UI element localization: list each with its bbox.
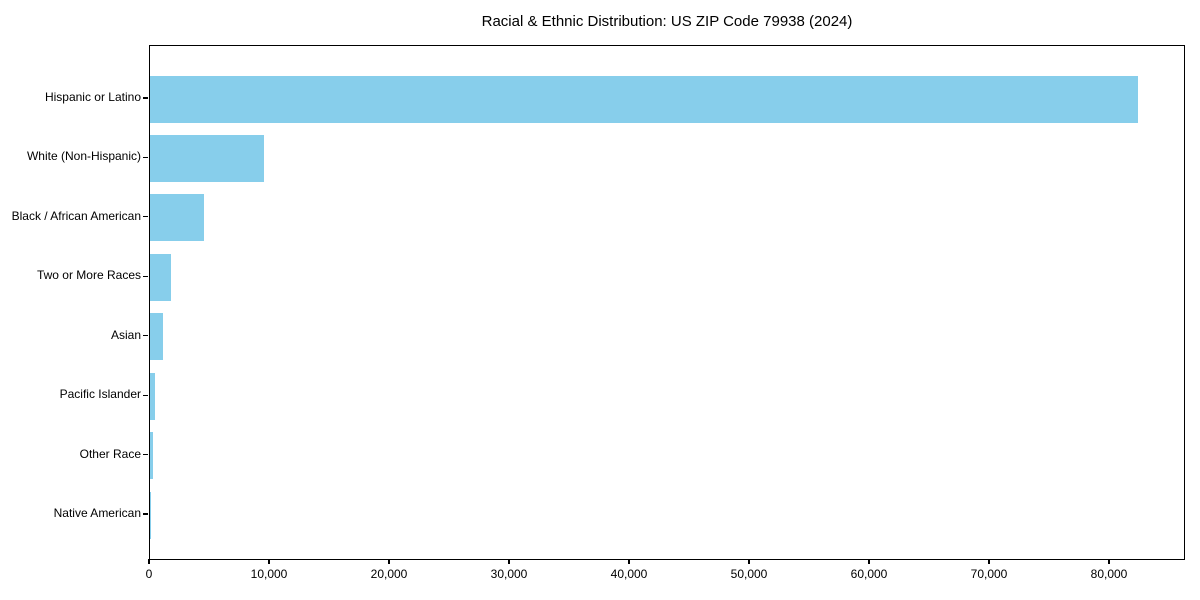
- plot-area: [149, 45, 1185, 560]
- x-tick-mark: [508, 559, 510, 564]
- y-tick-mark: [143, 513, 148, 515]
- bar-black-african-american: [150, 194, 204, 242]
- y-tick-label: Hispanic or Latino: [44, 90, 141, 104]
- y-tick-label: Asian: [110, 327, 141, 342]
- y-tick-mark: [143, 156, 148, 159]
- x-tick-label: 20,000: [370, 567, 408, 581]
- y-tick-label: Native American: [53, 506, 141, 520]
- x-tick-mark: [988, 559, 990, 564]
- bar-white-non-hispanic: [150, 134, 264, 182]
- x-tick-mark: [1108, 559, 1110, 564]
- bar-pacific-islander: [150, 372, 155, 420]
- x-tick-mark: [148, 559, 150, 564]
- y-tick-label: Pacific Islander: [59, 387, 141, 402]
- x-tick-mark: [748, 559, 750, 564]
- x-tick-label: 60,000: [850, 567, 888, 581]
- bar-asian: [150, 313, 163, 361]
- y-tick-mark: [143, 335, 148, 337]
- y-tick-label: Other Race: [79, 446, 141, 461]
- x-tick-mark: [628, 559, 630, 564]
- x-tick-label: 50,000: [730, 567, 768, 581]
- chart-title: Racial & Ethnic Distribution: US ZIP Cod…: [481, 13, 853, 30]
- bar-other-race: [150, 432, 153, 480]
- x-tick-mark: [388, 559, 390, 564]
- x-tick-mark: [868, 559, 870, 564]
- x-tick-mark: [268, 559, 270, 564]
- x-tick-label: 70,000: [970, 567, 1008, 581]
- y-tick-label: Black / African American: [11, 208, 141, 223]
- y-tick-label: White (Non-Hispanic): [26, 149, 141, 164]
- y-tick-mark: [143, 97, 148, 99]
- y-tick-mark: [143, 394, 148, 396]
- bar-hispanic-or-latino: [150, 75, 1138, 123]
- bar-native-american: [150, 491, 151, 539]
- y-tick-mark: [143, 216, 148, 218]
- y-tick-mark: [143, 453, 148, 456]
- x-tick-label: 40,000: [610, 567, 648, 581]
- x-tick-label: 30,000: [490, 567, 528, 581]
- x-tick-label: 0: [145, 567, 153, 581]
- x-tick-label: 10,000: [250, 567, 288, 581]
- y-tick-mark: [143, 275, 148, 277]
- bar-two-or-more-races: [150, 253, 171, 301]
- y-tick-label: Two or More Races: [36, 268, 141, 283]
- x-tick-label: 80,000: [1090, 567, 1128, 581]
